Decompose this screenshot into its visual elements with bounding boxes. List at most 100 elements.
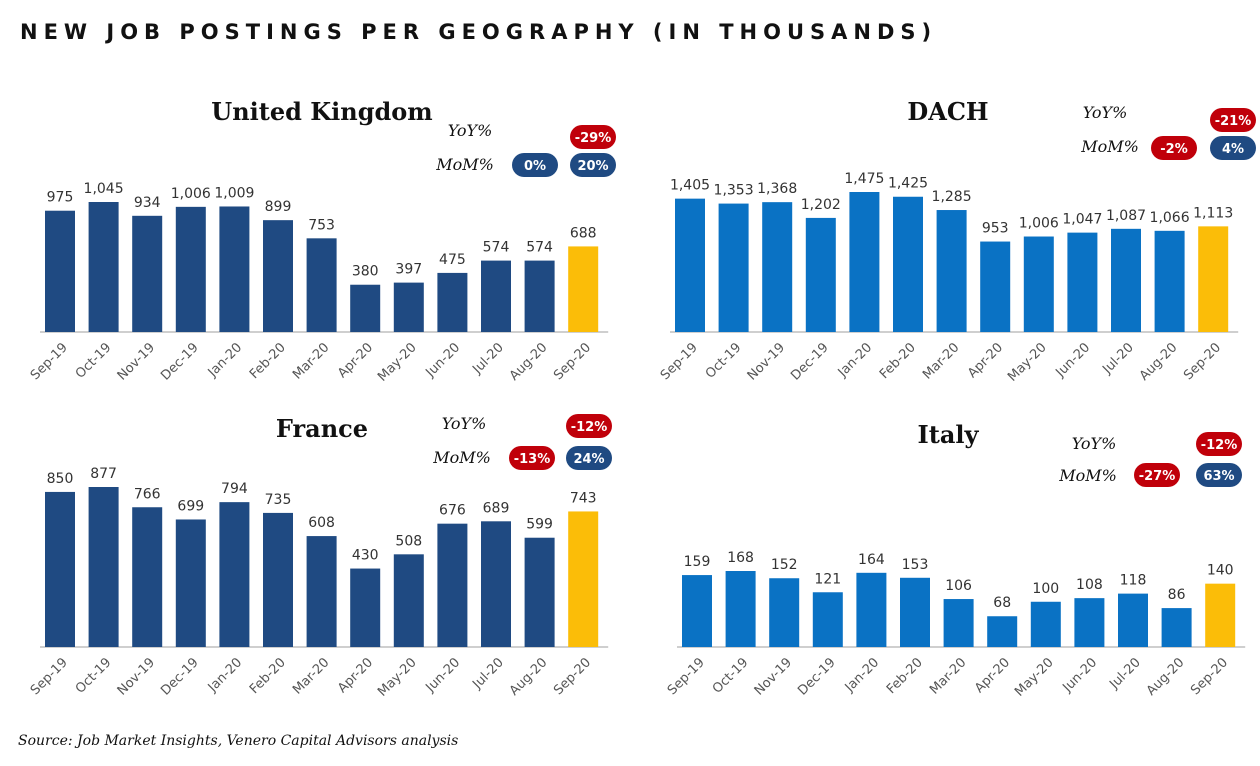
value-label-jan-20: 1,009 (214, 185, 254, 201)
tick-label-nov-19: Nov-19 (752, 655, 795, 698)
bar-feb-20 (900, 577, 930, 647)
bar-may-20 (393, 282, 424, 332)
tick-label-jan-20: Jan-20 (205, 340, 246, 381)
tick-label-apr-20: Apr-20 (335, 340, 376, 381)
tick-label-dec-19: Dec-19 (158, 340, 201, 383)
value-label-may-20: 508 (395, 533, 422, 549)
tick-label-jan-20: Jan-20 (842, 655, 883, 696)
tick-label-oct-19: Oct-19 (703, 340, 745, 382)
page-title: NEW JOB POSTINGS PER GEOGRAPHY (IN THOUS… (20, 20, 938, 44)
bar-sep-20 (1205, 583, 1236, 647)
yoy-badge-text: -21% (1215, 114, 1252, 129)
value-label-jun-20: 676 (439, 503, 466, 519)
bar-mar-20 (306, 536, 337, 647)
bar-sep-19 (682, 575, 712, 647)
value-label-jul-20: 118 (1120, 573, 1147, 589)
bar-may-20 (393, 554, 424, 647)
tick-label-apr-20: Apr-20 (972, 655, 1013, 696)
bar-sep-19 (45, 210, 75, 332)
value-label-apr-20: 953 (982, 221, 1009, 237)
chart-dach: DACH YoY% MoM% -21% -2% 4% 1,405 Sep-19 1,353 Oct… (658, 97, 1256, 385)
bar-jul-20 (481, 260, 511, 332)
value-label-sep-20: 140 (1207, 563, 1234, 579)
mom-badge-1: -13% (509, 446, 555, 470)
chart-title-italy: Italy (918, 420, 980, 449)
value-label-nov-19: 1,368 (757, 181, 797, 197)
yoy-badge-pill (566, 414, 612, 438)
tick-label-mar-20: Mar-20 (920, 340, 962, 382)
bar-apr-20 (350, 568, 381, 647)
value-label-jun-20: 1,047 (1062, 212, 1102, 228)
yoy-badge-text: -12% (1201, 438, 1238, 453)
bar-nov-19 (132, 507, 163, 647)
yoy-label: YoY% (448, 121, 493, 140)
mom-badge-1: -27% (1134, 463, 1180, 487)
bar-jan-20 (849, 192, 880, 332)
value-label-dec-19: 699 (177, 498, 204, 514)
bar-oct-19 (88, 202, 119, 332)
tick-label-sep-19: Sep-19 (28, 340, 71, 383)
bar-jul-20 (1111, 228, 1141, 332)
mom-badge-1-pill (509, 446, 555, 470)
bar-oct-19 (718, 203, 749, 332)
bar-jun-20 (437, 272, 468, 332)
mom-badge-2: 20% (570, 153, 616, 177)
bar-jun-20 (1074, 598, 1105, 647)
value-label-sep-19: 1,405 (670, 178, 710, 194)
mom-badge-1: 0% (512, 153, 558, 177)
tick-label-jun-20: Jun-20 (423, 655, 464, 696)
value-label-mar-20: 106 (945, 578, 972, 594)
tick-label-nov-19: Nov-19 (115, 655, 158, 698)
tick-label-dec-19: Dec-19 (788, 340, 831, 383)
bar-jan-20 (856, 572, 887, 647)
value-label-jan-20: 164 (858, 552, 885, 568)
value-label-sep-19: 975 (47, 190, 74, 206)
value-label-jul-20: 574 (483, 240, 510, 256)
value-label-sep-20: 743 (570, 490, 597, 506)
value-label-jun-20: 475 (439, 252, 466, 268)
tick-label-jan-20: Jan-20 (835, 340, 876, 381)
bar-oct-19 (725, 571, 756, 647)
tick-label-apr-20: Apr-20 (965, 340, 1006, 381)
value-label-feb-20: 899 (265, 199, 292, 215)
value-label-jul-20: 1,087 (1106, 208, 1146, 224)
bar-feb-20 (893, 196, 923, 332)
tick-label-mar-20: Mar-20 (290, 655, 332, 697)
tick-label-jul-20: Jul-20 (1106, 655, 1143, 692)
bar-sep-20 (568, 511, 599, 647)
mom-badge-2-text: 4% (1222, 142, 1244, 157)
bar-mar-20 (306, 238, 337, 332)
mom-badge-1-text: -2% (1160, 142, 1187, 157)
tick-label-feb-20: Feb-20 (247, 340, 289, 382)
value-label-jan-20: 794 (221, 481, 248, 497)
bar-may-20 (1030, 601, 1061, 647)
mom-badge-1-pill (1134, 463, 1180, 487)
tick-label-may-20: May-20 (375, 340, 419, 384)
bar-may-20 (1023, 236, 1054, 332)
mom-badge-1-pill (1151, 136, 1197, 160)
chart-title-france: France (276, 414, 368, 443)
bar-nov-19 (132, 215, 163, 332)
bar-nov-19 (769, 578, 800, 647)
mom-badge-2-pill (1196, 463, 1242, 487)
tick-label-may-20: May-20 (375, 655, 419, 699)
bar-feb-20 (263, 512, 293, 647)
tick-label-jul-20: Jul-20 (469, 655, 506, 692)
bar-dec-19 (805, 217, 836, 332)
value-label-jan-20: 1,475 (844, 171, 884, 187)
value-label-feb-20: 1,425 (888, 176, 928, 192)
tick-label-mar-20: Mar-20 (290, 340, 332, 382)
value-label-aug-20: 574 (526, 240, 553, 256)
value-label-oct-19: 877 (90, 466, 117, 482)
yoy-badge: -12% (1196, 432, 1242, 456)
mom-badge-2-text: 20% (577, 159, 608, 174)
tick-label-aug-20: Aug-20 (507, 655, 551, 699)
value-label-mar-20: 753 (308, 217, 335, 233)
chart-italy: Italy YoY% MoM% -12% -27% 63% 159 Sep-19 168 Oct-… (665, 420, 1246, 700)
value-label-apr-20: 68 (993, 595, 1011, 611)
value-label-apr-20: 380 (352, 264, 379, 280)
bar-feb-20 (263, 220, 293, 332)
bar-dec-19 (175, 519, 206, 647)
value-label-apr-20: 430 (352, 548, 379, 564)
tick-label-may-20: May-20 (1005, 340, 1049, 384)
